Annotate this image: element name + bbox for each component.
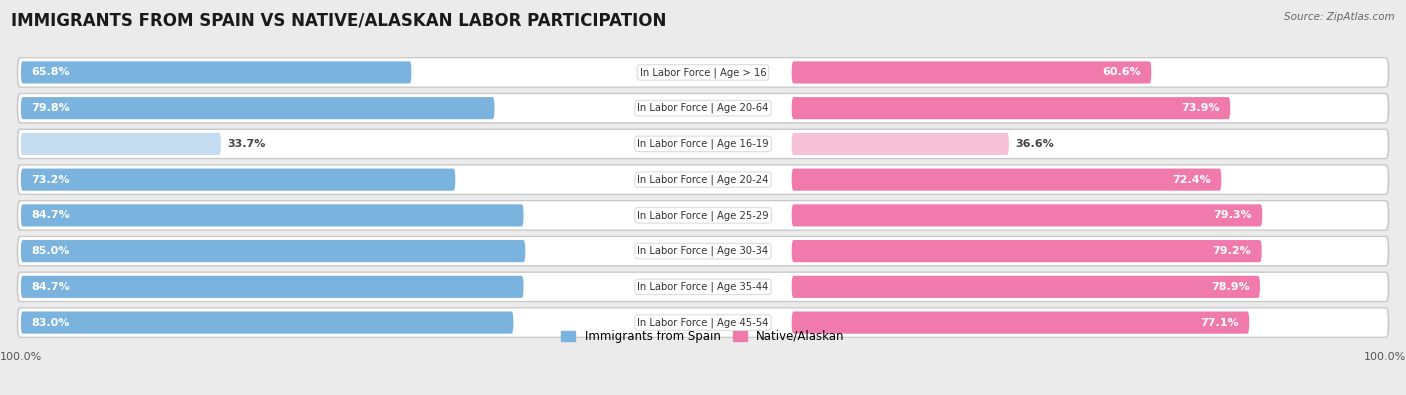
Text: In Labor Force | Age > 16: In Labor Force | Age > 16 xyxy=(640,67,766,78)
FancyBboxPatch shape xyxy=(792,312,1249,334)
FancyBboxPatch shape xyxy=(21,61,412,83)
Text: 79.8%: 79.8% xyxy=(31,103,70,113)
Text: 79.3%: 79.3% xyxy=(1213,211,1253,220)
Text: In Labor Force | Age 25-29: In Labor Force | Age 25-29 xyxy=(637,210,769,221)
Text: In Labor Force | Age 35-44: In Labor Force | Age 35-44 xyxy=(637,282,769,292)
Text: 73.9%: 73.9% xyxy=(1181,103,1220,113)
Text: 72.4%: 72.4% xyxy=(1173,175,1211,184)
FancyBboxPatch shape xyxy=(17,58,1389,87)
FancyBboxPatch shape xyxy=(21,312,513,334)
Text: 65.8%: 65.8% xyxy=(31,68,70,77)
FancyBboxPatch shape xyxy=(792,97,1230,119)
FancyBboxPatch shape xyxy=(18,273,1388,301)
FancyBboxPatch shape xyxy=(21,276,523,298)
Text: In Labor Force | Age 16-19: In Labor Force | Age 16-19 xyxy=(637,139,769,149)
FancyBboxPatch shape xyxy=(18,58,1388,87)
FancyBboxPatch shape xyxy=(18,130,1388,158)
Text: 83.0%: 83.0% xyxy=(31,318,69,327)
Text: 78.9%: 78.9% xyxy=(1211,282,1250,292)
FancyBboxPatch shape xyxy=(18,94,1388,122)
FancyBboxPatch shape xyxy=(792,61,1152,83)
FancyBboxPatch shape xyxy=(17,272,1389,301)
Text: IMMIGRANTS FROM SPAIN VS NATIVE/ALASKAN LABOR PARTICIPATION: IMMIGRANTS FROM SPAIN VS NATIVE/ALASKAN … xyxy=(11,12,666,30)
Text: In Labor Force | Age 45-54: In Labor Force | Age 45-54 xyxy=(637,317,769,328)
Text: 84.7%: 84.7% xyxy=(31,282,70,292)
Text: In Labor Force | Age 20-64: In Labor Force | Age 20-64 xyxy=(637,103,769,113)
FancyBboxPatch shape xyxy=(18,237,1388,265)
Legend: Immigrants from Spain, Native/Alaskan: Immigrants from Spain, Native/Alaskan xyxy=(557,325,849,348)
Text: 36.6%: 36.6% xyxy=(1015,139,1054,149)
FancyBboxPatch shape xyxy=(17,201,1389,230)
FancyBboxPatch shape xyxy=(792,276,1260,298)
Text: 79.2%: 79.2% xyxy=(1213,246,1251,256)
FancyBboxPatch shape xyxy=(792,240,1261,262)
FancyBboxPatch shape xyxy=(792,204,1263,226)
Text: 73.2%: 73.2% xyxy=(31,175,70,184)
FancyBboxPatch shape xyxy=(17,237,1389,266)
Text: In Labor Force | Age 20-24: In Labor Force | Age 20-24 xyxy=(637,174,769,185)
FancyBboxPatch shape xyxy=(792,133,1010,155)
FancyBboxPatch shape xyxy=(18,166,1388,194)
Text: 77.1%: 77.1% xyxy=(1201,318,1239,327)
Text: 33.7%: 33.7% xyxy=(228,139,266,149)
FancyBboxPatch shape xyxy=(17,308,1389,337)
FancyBboxPatch shape xyxy=(18,201,1388,229)
FancyBboxPatch shape xyxy=(21,204,523,226)
Text: In Labor Force | Age 30-34: In Labor Force | Age 30-34 xyxy=(637,246,769,256)
FancyBboxPatch shape xyxy=(21,169,456,191)
FancyBboxPatch shape xyxy=(18,308,1388,337)
FancyBboxPatch shape xyxy=(17,94,1389,123)
FancyBboxPatch shape xyxy=(17,129,1389,158)
FancyBboxPatch shape xyxy=(792,169,1222,191)
FancyBboxPatch shape xyxy=(21,240,526,262)
FancyBboxPatch shape xyxy=(21,133,221,155)
Text: 60.6%: 60.6% xyxy=(1102,68,1142,77)
FancyBboxPatch shape xyxy=(17,165,1389,194)
FancyBboxPatch shape xyxy=(21,97,495,119)
Text: 85.0%: 85.0% xyxy=(31,246,69,256)
Text: 84.7%: 84.7% xyxy=(31,211,70,220)
Text: Source: ZipAtlas.com: Source: ZipAtlas.com xyxy=(1284,12,1395,22)
